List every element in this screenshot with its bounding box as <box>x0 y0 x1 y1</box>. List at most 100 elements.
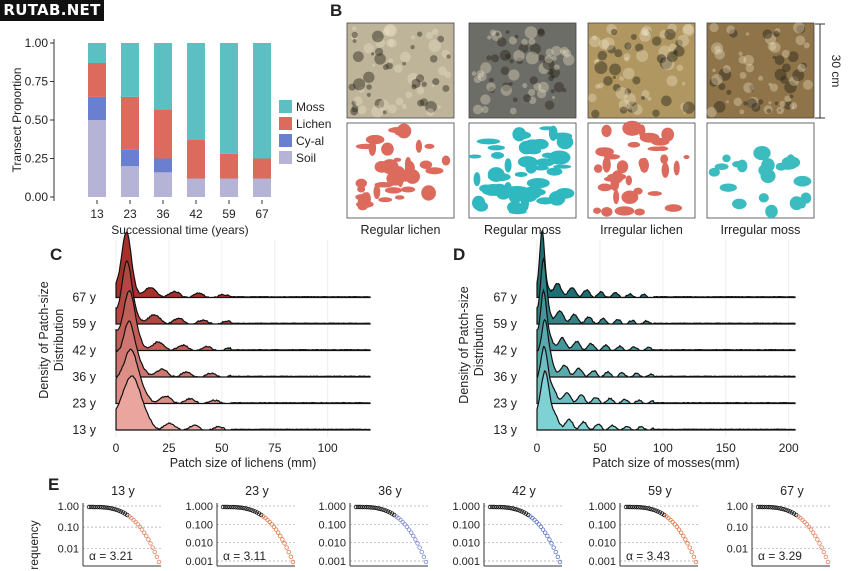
mask-patch <box>532 165 549 171</box>
x-tick-label: 100 <box>318 441 338 455</box>
photo-texture <box>766 108 772 114</box>
mask-patch <box>593 164 603 173</box>
rank-point <box>810 530 816 535</box>
rank-point <box>819 545 824 550</box>
photo-texture <box>646 30 652 35</box>
photo-texture <box>352 39 357 43</box>
mask-patch <box>541 152 555 159</box>
photo-texture <box>417 99 425 107</box>
rank-point <box>97 504 102 510</box>
photo-texture <box>659 30 668 39</box>
photo-texture <box>784 80 797 94</box>
rank-point <box>231 504 236 510</box>
photo-texture <box>612 83 621 92</box>
photo-texture <box>417 31 423 37</box>
photo-texture <box>538 54 545 62</box>
rank-point <box>284 545 289 550</box>
photo-tile <box>468 22 577 119</box>
rank-point <box>225 504 230 510</box>
rank-point <box>693 559 699 565</box>
photo-texture <box>548 75 554 82</box>
rank-point <box>411 533 416 539</box>
mask-patch <box>611 170 624 184</box>
rank-point <box>154 554 160 560</box>
photo-texture <box>523 94 532 103</box>
photo-texture <box>664 28 676 40</box>
photo-texture <box>477 72 487 82</box>
photo-texture <box>667 23 677 34</box>
photo-texture <box>350 33 359 41</box>
rank-point <box>519 509 525 514</box>
mask-patch <box>378 197 393 203</box>
y-tick-label: 0.25 <box>25 152 49 166</box>
photo-texture <box>769 83 779 92</box>
photo-texture <box>749 88 754 93</box>
ridge-group-label: 67 y <box>72 291 96 305</box>
rank-point <box>275 530 281 535</box>
mask-patch <box>546 167 563 176</box>
photo-texture <box>491 30 503 42</box>
photo-texture <box>553 64 560 71</box>
photo-texture <box>677 34 690 47</box>
y-tick-label: 0.010 <box>318 538 346 550</box>
photo-texture <box>597 82 604 89</box>
mask-patch <box>526 177 550 189</box>
photo-texture <box>718 68 732 81</box>
mask-patch <box>731 198 747 210</box>
photo-texture <box>666 51 678 63</box>
photo-texture <box>743 54 754 66</box>
scale-label: 30 cm <box>829 55 843 88</box>
x-tick-label: 13 <box>90 207 104 221</box>
rank-point <box>244 506 249 511</box>
y-axis-title: Density of Patch-size <box>457 286 471 403</box>
photo-texture <box>631 104 643 115</box>
photo-texture <box>529 43 541 55</box>
rank-point <box>815 537 820 542</box>
photo-texture <box>713 101 726 113</box>
y-tick-label: 0.001 <box>185 556 213 568</box>
mask-patch <box>534 189 546 196</box>
photo-texture <box>547 68 554 76</box>
rank-point <box>377 506 382 511</box>
ridge-density <box>536 230 796 299</box>
photo-texture <box>521 38 528 46</box>
photo-texture <box>745 63 755 73</box>
tile-label: Regular moss <box>484 223 561 237</box>
photo-texture <box>659 56 673 70</box>
rank-point <box>553 549 558 555</box>
bar-segment <box>121 149 139 167</box>
ridge-density <box>115 231 371 299</box>
rank-point <box>492 504 497 510</box>
mask-patch <box>373 184 381 200</box>
subplot-title: 13 y <box>111 484 135 498</box>
rank-point <box>509 506 514 511</box>
mask-patch <box>779 162 797 170</box>
y-tick-label: 1.000 <box>452 501 480 513</box>
rank-point <box>687 545 692 550</box>
mask-patch <box>504 158 512 173</box>
mask-patch <box>513 192 520 202</box>
mask-patch <box>708 167 720 177</box>
rank-point <box>653 508 658 513</box>
photo-texture <box>768 101 772 105</box>
rank-point <box>630 504 635 510</box>
photo-texture <box>774 68 787 81</box>
mask-patch <box>613 189 620 205</box>
mask-patch <box>514 171 528 178</box>
photo-texture <box>416 74 425 83</box>
photo-texture <box>551 74 555 79</box>
rank-point <box>362 504 367 510</box>
photo-texture <box>729 29 738 38</box>
y-tick-label: 1.000 <box>185 501 213 513</box>
photo-texture <box>525 51 539 65</box>
photo-texture <box>393 64 403 73</box>
photo-texture <box>641 89 650 99</box>
photo-texture <box>386 38 395 47</box>
rank-point <box>777 506 782 511</box>
ridge-group-label: 36 y <box>72 370 96 384</box>
rank-point <box>540 527 546 532</box>
mask-patch <box>602 156 611 173</box>
photo-texture <box>718 83 726 91</box>
bar-segment <box>154 43 172 110</box>
photo-texture <box>738 55 747 64</box>
